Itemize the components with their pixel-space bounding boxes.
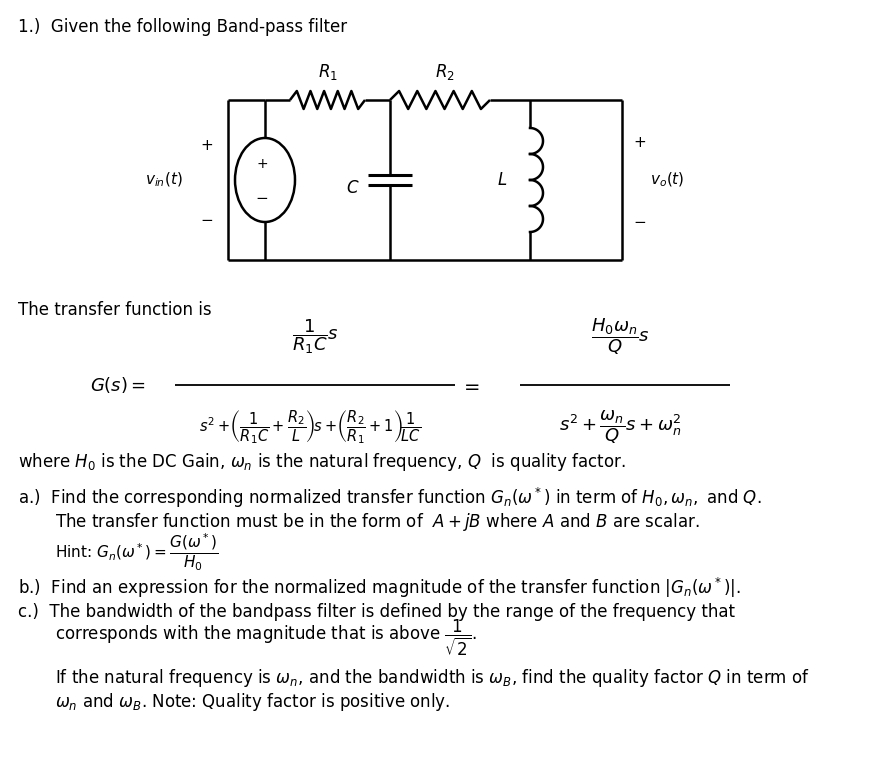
Text: $\omega_n$ and $\omega_B$. Note: Quality factor is positive only.: $\omega_n$ and $\omega_B$. Note: Quality… — [55, 691, 450, 713]
Text: $\dfrac{H_0\omega_n}{Q}s$: $\dfrac{H_0\omega_n}{Q}s$ — [591, 317, 650, 357]
Text: +: + — [200, 138, 213, 152]
Text: The transfer function is: The transfer function is — [18, 301, 212, 319]
Text: $s^2 + \dfrac{\omega_n}{Q}s + \omega_n^2$: $s^2 + \dfrac{\omega_n}{Q}s + \omega_n^2… — [558, 409, 681, 446]
Text: a.)  Find the corresponding normalized transfer function $G_n(\omega^*)$ in term: a.) Find the corresponding normalized tr… — [18, 486, 761, 510]
Text: $v_{in}(t)$: $v_{in}(t)$ — [145, 171, 183, 189]
Text: $\dfrac{1}{R_1C}s$: $\dfrac{1}{R_1C}s$ — [292, 317, 339, 356]
Text: −: − — [200, 213, 213, 227]
Text: $C$: $C$ — [347, 179, 360, 197]
Text: where $H_0$ is the DC Gain, $\omega_n$ is the natural frequency, $Q$  is quality: where $H_0$ is the DC Gain, $\omega_n$ i… — [18, 451, 626, 473]
Text: corresponds with the magnitude that is above $\dfrac{1}{\sqrt{2}}$.: corresponds with the magnitude that is a… — [55, 618, 476, 658]
Text: $R_1$: $R_1$ — [318, 62, 337, 82]
Text: $v_o(t)$: $v_o(t)$ — [650, 171, 685, 189]
Text: +: + — [256, 157, 267, 171]
Text: −: − — [633, 214, 646, 230]
Text: $=$: $=$ — [460, 376, 480, 395]
Text: −: − — [255, 190, 268, 206]
Text: $L$: $L$ — [496, 171, 507, 189]
Text: $s^2 + \!\left(\dfrac{1}{R_1C} + \dfrac{R_2}{L}\right)\!s + \!\left(\dfrac{R_2}{: $s^2 + \!\left(\dfrac{1}{R_1C} + \dfrac{… — [199, 408, 421, 446]
Text: 1.)  Given the following Band-pass filter: 1.) Given the following Band-pass filter — [18, 18, 348, 36]
Text: +: + — [633, 135, 646, 149]
Text: b.)  Find an expression for the normalized magnitude of the transfer function $|: b.) Find an expression for the normalize… — [18, 576, 741, 600]
Text: The transfer function must be in the form of  $A + jB$ where $A$ and $B$ are sca: The transfer function must be in the for… — [55, 511, 700, 533]
Text: $G(s) =$: $G(s) =$ — [90, 375, 146, 395]
Text: If the natural frequency is $\omega_n$, and the bandwidth is $\omega_B$, find th: If the natural frequency is $\omega_n$, … — [55, 667, 810, 689]
Text: $R_2$: $R_2$ — [436, 62, 455, 82]
Text: Hint: $G_n(\omega^*) = \dfrac{G(\omega^*)}{H_0}$: Hint: $G_n(\omega^*) = \dfrac{G(\omega^*… — [55, 532, 219, 572]
Text: c.)  The bandwidth of the bandpass filter is defined by the range of the frequen: c.) The bandwidth of the bandpass filter… — [18, 603, 735, 621]
